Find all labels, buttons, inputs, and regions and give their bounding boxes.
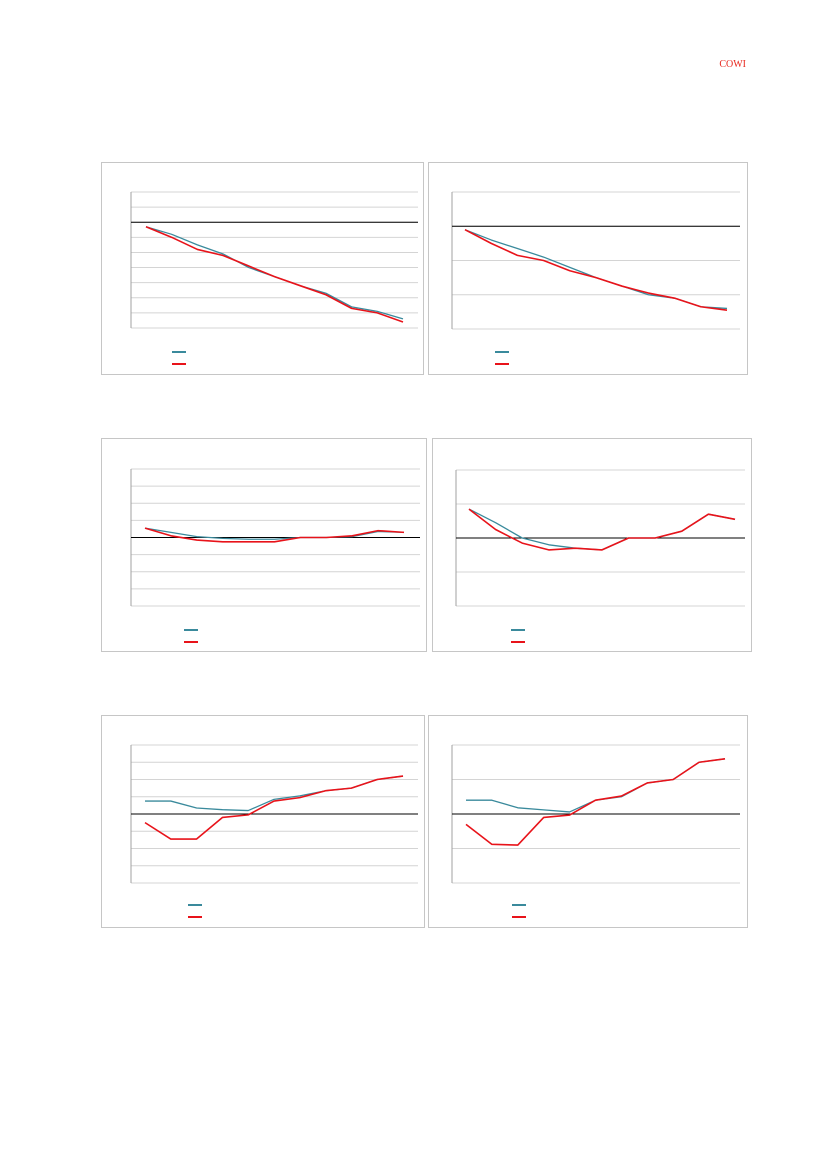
series-line-2 xyxy=(465,758,726,846)
chart-panel-2 xyxy=(428,162,748,375)
series-line-1 xyxy=(466,758,726,813)
chart-3 xyxy=(130,468,420,643)
series-line-1 xyxy=(145,226,404,320)
series-line-2 xyxy=(144,527,405,543)
chart-4 xyxy=(455,469,745,643)
chart-panel-6 xyxy=(428,715,748,928)
series-line-2 xyxy=(468,508,736,551)
series-line-1 xyxy=(464,229,728,310)
chart-panel-5 xyxy=(101,715,425,928)
chart-panel-1 xyxy=(101,162,424,375)
series-line-1 xyxy=(468,508,736,551)
chart-1 xyxy=(130,191,418,365)
series-line-1 xyxy=(145,775,404,812)
company-logo: COWI xyxy=(719,59,746,70)
chart-5 xyxy=(130,744,418,918)
chart-6 xyxy=(451,744,740,918)
series-line-2 xyxy=(144,775,404,840)
series-line-1 xyxy=(144,527,405,540)
chart-2 xyxy=(451,191,740,365)
chart-panel-4 xyxy=(432,438,752,652)
chart-panel-3 xyxy=(101,438,427,652)
series-line-2 xyxy=(145,226,404,323)
series-line-2 xyxy=(464,228,728,311)
